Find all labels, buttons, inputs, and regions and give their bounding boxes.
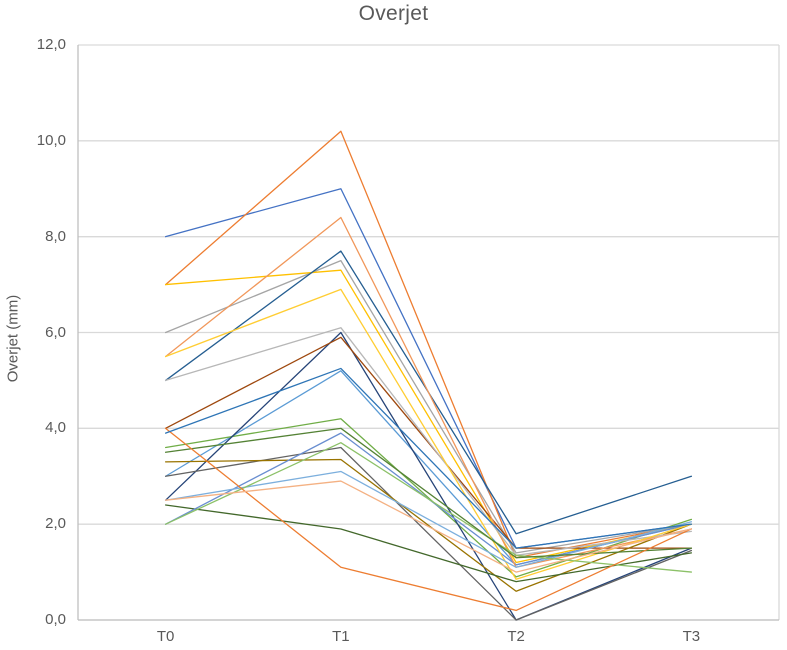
y-tick-label: 2,0 <box>45 515 66 533</box>
y-tick-label: 6,0 <box>45 323 66 341</box>
series-line <box>164 216 693 568</box>
series-line <box>164 446 693 621</box>
series-line <box>164 327 693 556</box>
series-line <box>164 480 693 573</box>
series-line <box>164 442 693 573</box>
y-tick-label: 10,0 <box>36 131 66 149</box>
chart-title: Overjet <box>358 2 429 25</box>
x-axis-label: T0 <box>156 628 175 645</box>
series-line <box>164 288 693 580</box>
y-tick-label: 0,0 <box>45 611 66 628</box>
series-line <box>164 367 693 549</box>
y-tick-label: 8,0 <box>45 227 66 245</box>
x-axis-label: T1 <box>332 628 350 645</box>
x-axis-label: T2 <box>507 628 525 645</box>
series-line <box>164 130 693 559</box>
x-axis-label: T3 <box>682 628 701 645</box>
y-tick-label: 4,0 <box>45 419 66 437</box>
series-line <box>164 188 693 549</box>
series-line <box>164 458 693 592</box>
series-line <box>164 427 693 559</box>
series-line <box>164 259 693 554</box>
series-line <box>164 504 693 583</box>
y-tick-label: 12,0 <box>36 36 66 53</box>
series-line <box>164 470 693 568</box>
series-line <box>164 331 693 621</box>
series-line <box>164 370 693 566</box>
series-line <box>164 427 693 612</box>
